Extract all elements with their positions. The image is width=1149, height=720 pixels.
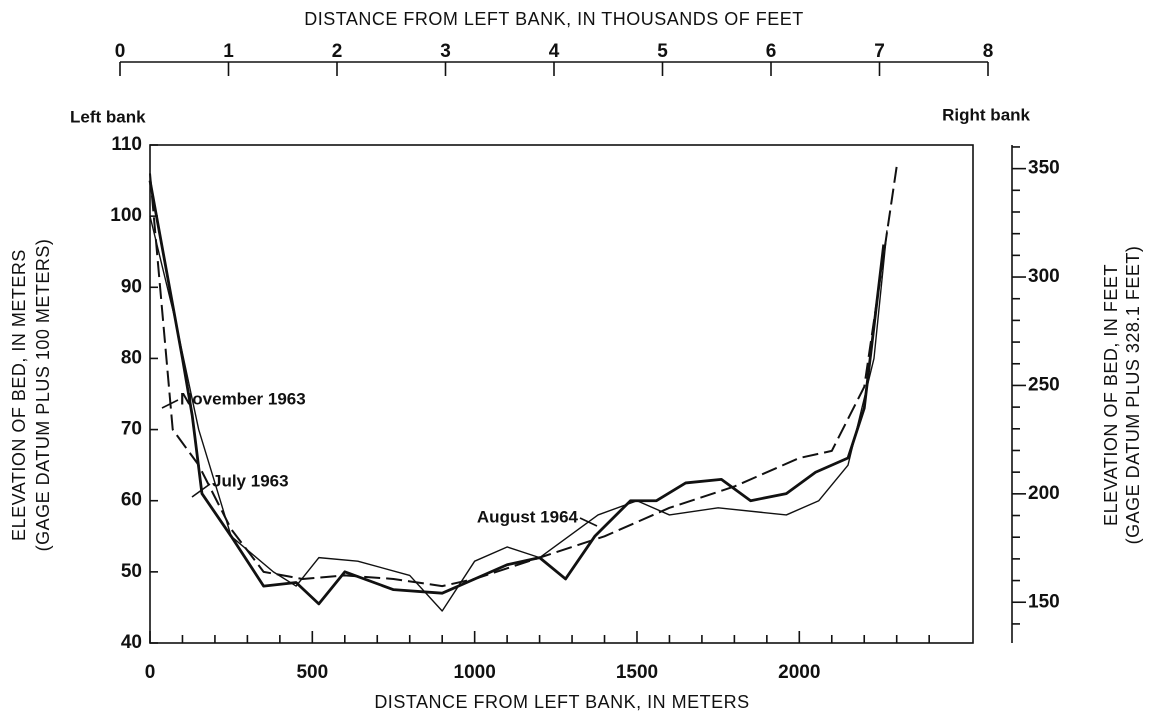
series-label: August 1964	[477, 507, 579, 526]
right-bank-label: Right bank	[942, 105, 1030, 124]
y2-tick-label: 150	[1028, 591, 1060, 612]
x2-tick-label: 1	[223, 41, 234, 62]
y2-axis-subtitle: (GAGE DATUM PLUS 328.1 FEET)	[1123, 246, 1143, 545]
x-tick-label: 2000	[778, 662, 820, 683]
x2-tick-label: 2	[332, 41, 343, 62]
series-label: November 1963	[180, 389, 306, 408]
x2-tick-label: 4	[549, 41, 560, 62]
label-leader	[191, 483, 211, 498]
x2-tick-label: 5	[657, 41, 668, 62]
x-tick-label: 1000	[454, 662, 496, 683]
plot-frame	[149, 144, 974, 644]
y-tick-label: 40	[121, 632, 142, 653]
y-tick-label: 60	[121, 490, 142, 511]
x2-tick-label: 6	[766, 41, 777, 62]
y2-axis-title: ELEVATION OF BED, IN FEET	[1101, 264, 1121, 526]
y2-tick-label: 250	[1028, 374, 1060, 395]
y-tick-label: 110	[111, 134, 142, 155]
series-line	[149, 215, 888, 612]
label-leader	[579, 517, 598, 527]
y-tick-label: 50	[121, 561, 142, 582]
x2-tick-label: 3	[440, 41, 451, 62]
x-tick-label: 500	[296, 662, 328, 683]
x2-tick-label: 8	[983, 41, 994, 62]
series-line	[148, 180, 886, 606]
y-tick-label: 80	[121, 347, 142, 368]
y-tick-label: 70	[121, 419, 142, 440]
label-leader	[161, 399, 179, 409]
y2-tick-label: 200	[1028, 483, 1060, 504]
y-tick-label: 90	[121, 276, 142, 297]
y-tick-label: 100	[110, 205, 142, 226]
x-tick-label: 0	[145, 662, 156, 683]
x2-tick-label: 7	[874, 41, 885, 62]
x-tick-label: 1500	[616, 662, 658, 683]
y2-tick-label: 350	[1028, 158, 1060, 179]
y-axis-subtitle: (GAGE DATUM PLUS 100 METERS)	[33, 239, 53, 552]
x2-axis-title: DISTANCE FROM LEFT BANK, IN THOUSANDS OF…	[304, 9, 804, 29]
y-axis-title: ELEVATION OF BED, IN METERS	[9, 249, 29, 541]
y2-tick-label: 300	[1028, 266, 1060, 287]
series-label: July 1963	[212, 471, 289, 490]
left-bank-label: Left bank	[70, 107, 146, 126]
x-axis-title: DISTANCE FROM LEFT BANK, IN METERS	[374, 692, 749, 712]
x2-tick-label: 0	[115, 41, 126, 62]
